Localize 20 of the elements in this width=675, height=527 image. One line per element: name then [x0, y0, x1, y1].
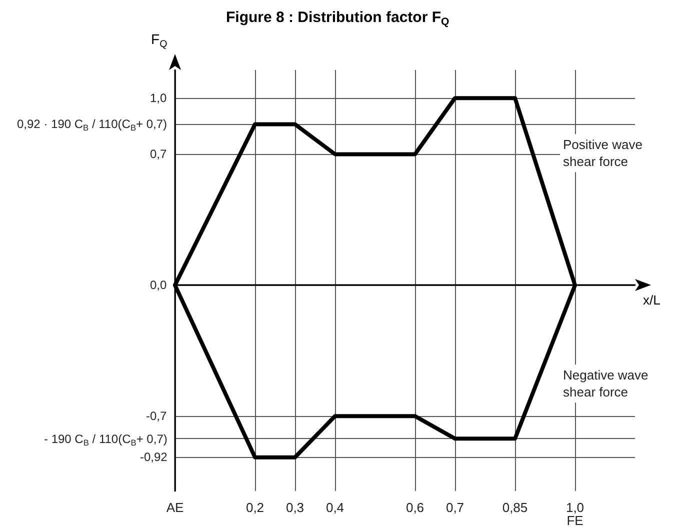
y-tick-label: 0,0 [150, 278, 167, 292]
x-tick-label: 0,4 [326, 500, 344, 515]
y-tick-label: 0,7 [150, 147, 167, 162]
chart-title: Figure 8 : Distribution factor F$_{Q}$ [226, 9, 450, 28]
y-tick-label: - 190 C$_{B}$ / 110(C$_{B}$+ 0,7) [44, 432, 168, 448]
x-tick-label: 0,6 [406, 500, 424, 515]
y-tick-label: 1,0 [150, 91, 167, 106]
x-tick-label: 0,3 [286, 500, 304, 515]
x-tick-label: 1,0 FE [566, 500, 584, 527]
series-label: Negative wave shear force [563, 368, 652, 400]
y-axis-title: F$_{Q}$ [151, 31, 168, 50]
y-tick-label: 0,92 · 190 C$_{B}$ / 110(C$_{B}$+ 0,7) [17, 117, 168, 133]
y-tick-label: -0,7 [146, 409, 167, 424]
x-axis-title: x/L [643, 292, 660, 308]
x-tick-label: 0,2 [246, 500, 264, 515]
x-tick-label: AE [166, 500, 184, 515]
x-tick-label: 0,7 [446, 500, 464, 515]
y-tick-label: -0,92 [140, 450, 168, 464]
series-label: Positive wave shear force [563, 137, 646, 170]
x-tick-label: 0,85 [502, 500, 528, 515]
